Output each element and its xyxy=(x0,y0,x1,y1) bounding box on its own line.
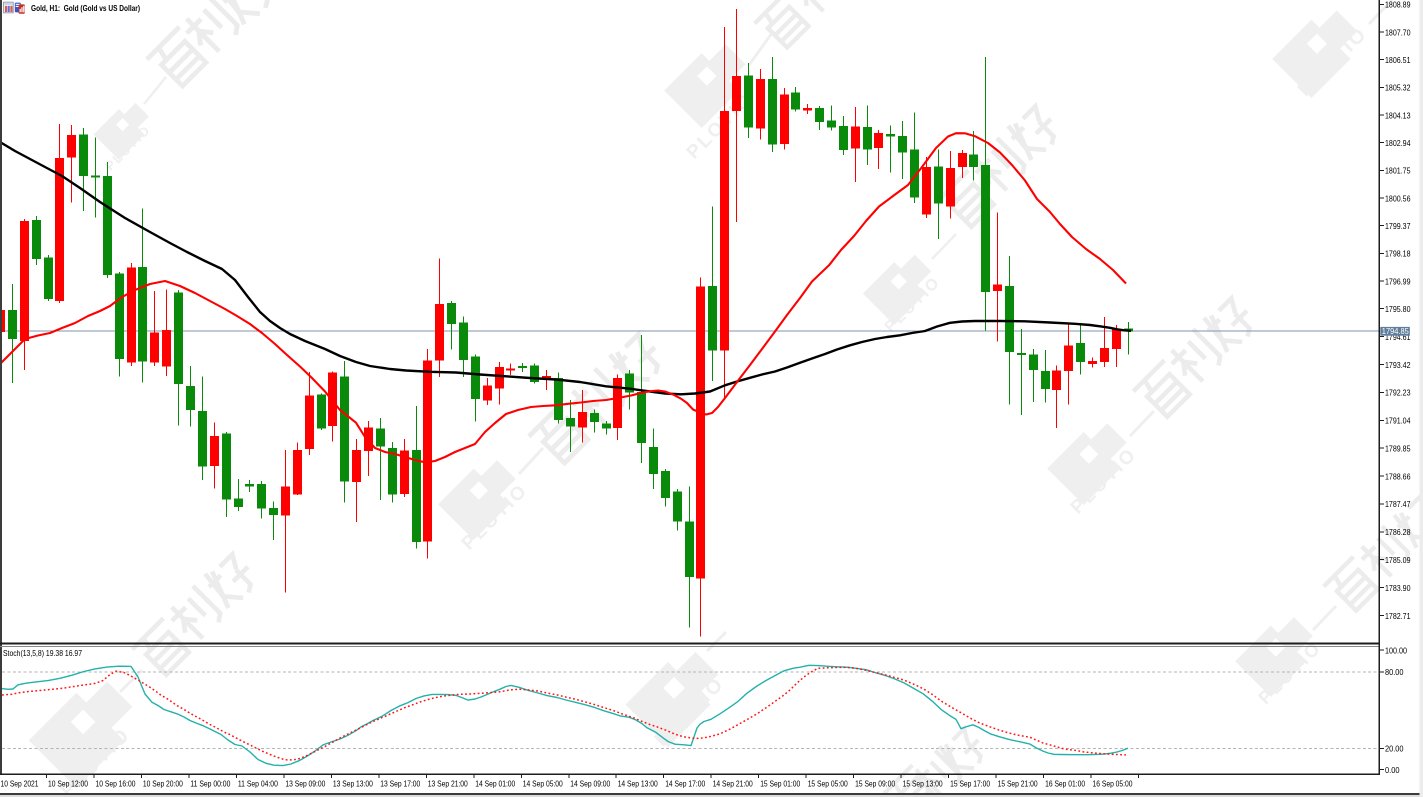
svg-text:1792.23: 1792.23 xyxy=(1385,389,1411,398)
svg-text:20.00: 20.00 xyxy=(1385,745,1404,754)
svg-text:14 Sep 13:00: 14 Sep 13:00 xyxy=(618,780,658,789)
svg-text:1800.56: 1800.56 xyxy=(1385,194,1411,203)
svg-text:15 Sep 01:00: 15 Sep 01:00 xyxy=(760,780,800,789)
svg-text:1783.90: 1783.90 xyxy=(1385,584,1411,593)
svg-text:1782.71: 1782.71 xyxy=(1385,612,1411,621)
svg-text:Stoch(13,5,8) 19.38 16.97: Stoch(13,5,8) 19.38 16.97 xyxy=(3,648,82,658)
svg-text:11 Sep 00:00: 11 Sep 00:00 xyxy=(190,780,230,789)
svg-text:1806.51: 1806.51 xyxy=(1385,56,1411,65)
svg-text:15 Sep 09:00: 15 Sep 09:00 xyxy=(855,780,895,789)
svg-text:16 Sep 01:00: 16 Sep 01:00 xyxy=(1045,780,1085,789)
svg-text:10 Sep 2021: 10 Sep 2021 xyxy=(1,780,39,789)
svg-text:14 Sep 01:00: 14 Sep 01:00 xyxy=(475,780,515,789)
svg-text:1787.47: 1787.47 xyxy=(1385,500,1411,509)
svg-text:1807.70: 1807.70 xyxy=(1385,28,1411,37)
svg-text:1793.42: 1793.42 xyxy=(1385,361,1411,370)
svg-text:10 Sep 12:00: 10 Sep 12:00 xyxy=(48,780,88,789)
svg-text:16 Sep 05:00: 16 Sep 05:00 xyxy=(1093,780,1133,789)
svg-text:15 Sep 05:00: 15 Sep 05:00 xyxy=(808,780,848,789)
svg-text:14 Sep 05:00: 14 Sep 05:00 xyxy=(523,780,563,789)
svg-text:1808.89: 1808.89 xyxy=(1385,1,1411,10)
svg-text:1786.28: 1786.28 xyxy=(1385,528,1411,537)
svg-text:10 Sep 20:00: 10 Sep 20:00 xyxy=(143,780,183,789)
svg-text:11 Sep 04:00: 11 Sep 04:00 xyxy=(238,780,278,789)
svg-text:0.00: 0.00 xyxy=(1385,766,1400,775)
svg-text:80.00: 80.00 xyxy=(1385,668,1404,677)
svg-text:1805.32: 1805.32 xyxy=(1385,84,1411,93)
svg-text:1802.94: 1802.94 xyxy=(1385,139,1411,148)
svg-text:1799.37: 1799.37 xyxy=(1385,222,1411,231)
svg-text:1788.66: 1788.66 xyxy=(1385,472,1411,481)
svg-text:1804.13: 1804.13 xyxy=(1385,111,1411,120)
svg-text:1785.09: 1785.09 xyxy=(1385,556,1411,565)
svg-text:14 Sep 21:00: 14 Sep 21:00 xyxy=(713,780,753,789)
svg-text:1791.04: 1791.04 xyxy=(1385,417,1411,426)
svg-text:10 Sep 16:00: 10 Sep 16:00 xyxy=(96,780,136,789)
svg-text:1801.75: 1801.75 xyxy=(1385,167,1411,176)
svg-text:13 Sep 13:00: 13 Sep 13:00 xyxy=(333,780,373,789)
svg-text:Gold, H1: Gold (Gold vs US Do: Gold, H1: Gold (Gold vs US Dollar) xyxy=(31,4,140,13)
svg-text:1794.61: 1794.61 xyxy=(1385,333,1411,342)
svg-text:13 Sep 17:00: 13 Sep 17:00 xyxy=(380,780,420,789)
svg-text:1796.99: 1796.99 xyxy=(1385,277,1411,286)
svg-text:1789.85: 1789.85 xyxy=(1385,445,1411,454)
svg-text:1794.85: 1794.85 xyxy=(1382,327,1410,336)
svg-text:1798.18: 1798.18 xyxy=(1385,250,1411,259)
svg-text:13 Sep 21:00: 13 Sep 21:00 xyxy=(428,780,468,789)
svg-text:1795.80: 1795.80 xyxy=(1385,305,1411,314)
svg-text:15 Sep 13:00: 15 Sep 13:00 xyxy=(903,780,943,789)
svg-text:100.00: 100.00 xyxy=(1385,647,1407,656)
svg-text:14 Sep 09:00: 14 Sep 09:00 xyxy=(570,780,610,789)
svg-text:15 Sep 21:00: 15 Sep 21:00 xyxy=(998,780,1038,789)
svg-text:15 Sep 17:00: 15 Sep 17:00 xyxy=(950,780,990,789)
svg-text:13 Sep 09:00: 13 Sep 09:00 xyxy=(285,780,325,789)
svg-text:14 Sep 17:00: 14 Sep 17:00 xyxy=(665,780,705,789)
